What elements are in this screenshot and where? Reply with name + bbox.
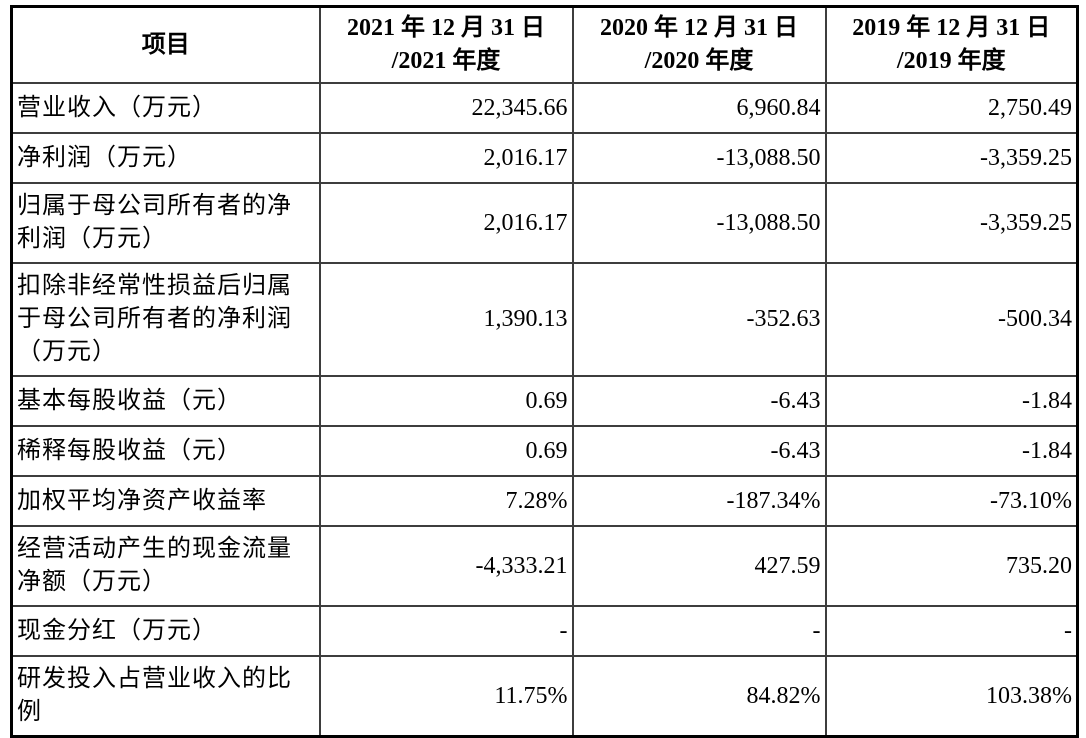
header-2020-date: 2020 年 12 月 31 日 bbox=[600, 15, 798, 41]
cell-value-2020: 84.82% bbox=[571, 655, 827, 738]
cell-value-2021: 2,016.17 bbox=[318, 132, 574, 184]
cell-value-2021: -4,333.21 bbox=[318, 525, 574, 607]
cell-value-2020: - bbox=[571, 605, 827, 657]
cell-value-2020: -13,088.50 bbox=[571, 182, 827, 264]
cell-value-2019: -73.10% bbox=[824, 475, 1079, 527]
cell-value-2019: -1.84 bbox=[824, 425, 1079, 477]
cell-value-2020: 427.59 bbox=[571, 525, 827, 607]
header-2021-column: 2021 年 12 月 31 日 /2021 年度 bbox=[318, 5, 574, 84]
cell-value-2020: -13,088.50 bbox=[571, 132, 827, 184]
row-label: 营业收入（万元） bbox=[10, 82, 321, 134]
cell-value-2020: -352.63 bbox=[571, 262, 827, 377]
row-label: 基本每股收益（元） bbox=[10, 375, 321, 427]
cell-value-2021: 2,016.17 bbox=[318, 182, 574, 264]
cell-value-2019: -3,359.25 bbox=[824, 132, 1079, 184]
header-2019-column: 2019 年 12 月 31 日 /2019 年度 bbox=[824, 5, 1079, 84]
financial-summary-table: 项目 2021 年 12 月 31 日 /2021 年度 2020 年 12 月… bbox=[10, 5, 1079, 738]
table-row-basic-eps: 基本每股收益（元） 0.69 -6.43 -1.84 bbox=[10, 375, 1079, 427]
cell-value-2021: 0.69 bbox=[318, 425, 574, 477]
table-row-rd-ratio: 研发投入占营业收入的比例 11.75% 84.82% 103.38% bbox=[10, 655, 1079, 738]
table-header-row: 项目 2021 年 12 月 31 日 /2021 年度 2020 年 12 月… bbox=[10, 5, 1079, 84]
cell-value-2021: 7.28% bbox=[318, 475, 574, 527]
cell-value-2019: 735.20 bbox=[824, 525, 1079, 607]
table-row-operating-cash-flow: 经营活动产生的现金流量净额（万元） -4,333.21 427.59 735.2… bbox=[10, 525, 1079, 607]
header-item-column: 项目 bbox=[10, 5, 321, 84]
header-2019-period: /2019 年度 bbox=[896, 48, 1006, 74]
table-row-net-profit: 净利润（万元） 2,016.17 -13,088.50 -3,359.25 bbox=[10, 132, 1079, 184]
row-label: 研发投入占营业收入的比例 bbox=[10, 655, 321, 738]
cell-value-2019: 103.38% bbox=[824, 655, 1079, 738]
row-label: 稀释每股收益（元） bbox=[10, 425, 321, 477]
cell-value-2019: -500.34 bbox=[824, 262, 1079, 377]
table-row-revenue: 营业收入（万元） 22,345.66 6,960.84 2,750.49 bbox=[10, 82, 1079, 134]
cell-value-2019: - bbox=[824, 605, 1079, 657]
header-2021-date: 2021 年 12 月 31 日 bbox=[347, 15, 545, 41]
header-2021-period: /2021 年度 bbox=[391, 48, 501, 74]
cell-value-2021: 22,345.66 bbox=[318, 82, 574, 134]
header-item-label: 项目 bbox=[141, 31, 190, 58]
header-2020-column: 2020 年 12 月 31 日 /2020 年度 bbox=[571, 5, 827, 84]
cell-value-2020: 6,960.84 bbox=[571, 82, 827, 134]
row-label: 现金分红（万元） bbox=[10, 605, 321, 657]
cell-value-2021: 0.69 bbox=[318, 375, 574, 427]
row-label: 经营活动产生的现金流量净额（万元） bbox=[10, 525, 321, 607]
cell-value-2020: -187.34% bbox=[571, 475, 827, 527]
cell-value-2020: -6.43 bbox=[571, 375, 827, 427]
row-label: 加权平均净资产收益率 bbox=[10, 475, 321, 527]
table-row-weighted-roe: 加权平均净资产收益率 7.28% -187.34% -73.10% bbox=[10, 475, 1079, 527]
header-2019-date: 2019 年 12 月 31 日 bbox=[852, 15, 1051, 41]
cell-value-2019: 2,750.49 bbox=[824, 82, 1079, 134]
document-page: 项目 2021 年 12 月 31 日 /2021 年度 2020 年 12 月… bbox=[10, 5, 1079, 738]
cell-value-2021: - bbox=[318, 605, 574, 657]
cell-value-2019: -1.84 bbox=[824, 375, 1079, 427]
row-label: 净利润（万元） bbox=[10, 132, 321, 184]
table-row-diluted-eps: 稀释每股收益（元） 0.69 -6.43 -1.84 bbox=[10, 425, 1079, 477]
cell-value-2021: 1,390.13 bbox=[318, 262, 574, 377]
cell-value-2019: -3,359.25 bbox=[824, 182, 1079, 264]
cell-value-2021: 11.75% bbox=[318, 655, 574, 738]
header-2020-period: /2020 年度 bbox=[644, 48, 754, 74]
table-row-net-profit-parent: 归属于母公司所有者的净利润（万元） 2,016.17 -13,088.50 -3… bbox=[10, 182, 1079, 264]
row-label: 归属于母公司所有者的净利润（万元） bbox=[10, 182, 321, 264]
cell-value-2020: -6.43 bbox=[571, 425, 827, 477]
row-label: 扣除非经常性损益后归属于母公司所有者的净利润（万元） bbox=[10, 262, 321, 377]
table-row-cash-dividend: 现金分红（万元） - - - bbox=[10, 605, 1079, 657]
table-row-net-profit-deducted: 扣除非经常性损益后归属于母公司所有者的净利润（万元） 1,390.13 -352… bbox=[10, 262, 1079, 377]
